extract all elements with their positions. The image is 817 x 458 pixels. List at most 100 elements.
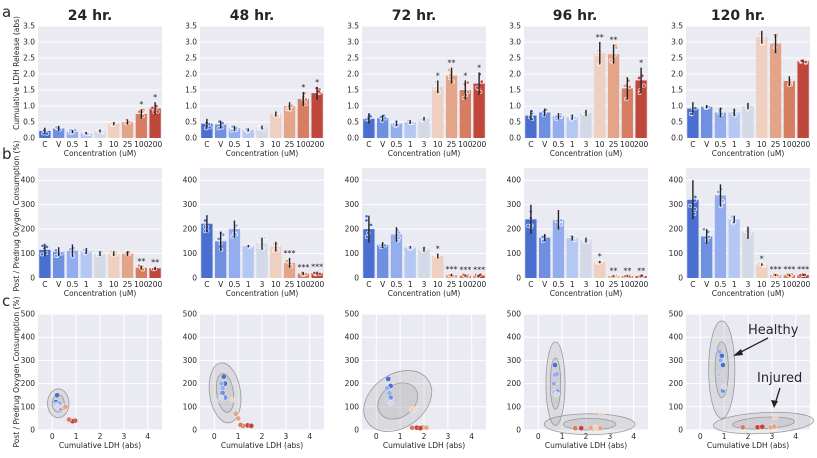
data-point: [54, 403, 61, 410]
data-point: [688, 203, 693, 208]
significance-marker: **: [610, 36, 618, 45]
x-tick-label: 3: [98, 280, 103, 289]
data-point: [230, 234, 235, 239]
x-tick-label: C: [690, 280, 695, 289]
data-point: [608, 58, 613, 63]
y-tick-label: 400: [345, 333, 360, 342]
significance-marker: *: [598, 252, 602, 261]
x-tick-label: 3: [121, 432, 126, 441]
significance-marker: ***: [473, 266, 485, 275]
confidence-ellipse: [714, 341, 729, 398]
y-tick-label: 100: [669, 402, 684, 411]
y-tick-label: 400: [21, 333, 36, 342]
x-tick-label: 2: [746, 432, 751, 441]
x-tick-label: 1: [74, 432, 79, 441]
y-tick-label: 100: [21, 402, 36, 411]
data-point: [540, 234, 545, 239]
data-point: [62, 403, 69, 410]
significance-marker: ***: [311, 263, 323, 272]
bar: [121, 122, 134, 138]
x-tick-label: 3: [746, 140, 751, 149]
x-tick-label: 0: [374, 432, 379, 441]
data-point: [757, 261, 762, 266]
data-point: [479, 79, 484, 84]
x-tick-label: 1: [560, 432, 565, 441]
y-tick-label: 3.5: [347, 22, 359, 31]
bar: [242, 246, 254, 278]
x-tick-label: 1: [236, 432, 241, 441]
x-tick-label: 2: [584, 432, 589, 441]
data-point: [219, 390, 226, 396]
bar: [363, 229, 375, 278]
y-tick-label: 2.5: [347, 54, 359, 63]
y-tick-label: 0.5: [23, 118, 35, 127]
data-point: [53, 248, 58, 253]
data-point: [386, 390, 393, 396]
y-tick-label: 0.0: [671, 134, 683, 143]
y-tick-label: 2.5: [671, 54, 683, 63]
y-tick-label: 400: [669, 176, 684, 185]
data-point: [229, 397, 235, 403]
x-tick-label: 1: [246, 280, 251, 289]
y-tick-label: 200: [669, 225, 684, 234]
bar: [256, 127, 268, 138]
bar: [121, 253, 134, 278]
bar: [135, 267, 147, 278]
x-tick-label: 25: [123, 140, 133, 149]
y-tick-label: 1.5: [23, 86, 35, 95]
bar: [215, 124, 227, 138]
x-tick-label: 10: [595, 280, 605, 289]
x-tick-label: 1: [84, 280, 89, 289]
bar: [742, 232, 754, 278]
significance-marker: *: [436, 71, 440, 80]
data-point: [364, 218, 369, 223]
x-tick-label: 100: [134, 140, 149, 149]
data-point: [771, 423, 778, 430]
bar: [701, 236, 713, 278]
bar: [283, 262, 296, 278]
y-tick-label: 1.5: [347, 86, 359, 95]
bar: [242, 130, 254, 138]
x-axis-label: Concentration (uM): [550, 289, 623, 298]
y-tick-label: 300: [345, 356, 360, 365]
x-axis-label: Concentration (uM): [712, 289, 785, 298]
y-tick-label: 1.0: [185, 102, 197, 111]
x-tick-label: 0.5: [552, 140, 564, 149]
bar: [552, 219, 565, 278]
data-point: [586, 238, 591, 243]
y-tick-label: 400: [507, 176, 522, 185]
data-point: [693, 106, 698, 111]
x-tick-label: C: [204, 280, 209, 289]
data-point: [216, 126, 221, 131]
ylabel-row-b: Post / Predrug Oxygen Consumption (%): [12, 140, 21, 291]
y-tick-label: 2.5: [185, 54, 197, 63]
data-point: [419, 117, 424, 122]
x-tick-label: V: [380, 280, 386, 289]
y-tick-label: 0: [678, 274, 683, 283]
x-axis-label: Cumulative LDH (abs): [545, 441, 627, 450]
x-tick-label: 200: [148, 140, 163, 149]
y-tick-label: 3.5: [185, 22, 197, 31]
y-tick-label: 0.5: [509, 118, 521, 127]
x-tick-label: 3: [445, 432, 450, 441]
y-tick-label: 2.0: [671, 70, 683, 79]
x-tick-label: 25: [771, 140, 781, 149]
annotation-healthy: Healthy: [748, 323, 799, 338]
data-point: [572, 425, 579, 431]
data-point: [637, 75, 642, 80]
y-tick-label: 400: [669, 333, 684, 342]
panel-c-3: 0 100 200 300 400 500 0 1 2 3 4 Cumulative LDH (abs…: [507, 310, 648, 450]
data-point: [716, 189, 721, 194]
x-tick-label: 0.5: [228, 140, 240, 149]
x-tick-label: C: [366, 280, 371, 289]
y-tick-label: 0: [354, 426, 359, 435]
y-tick-label: 100: [345, 249, 360, 258]
bar: [687, 108, 699, 138]
y-tick-label: 200: [507, 225, 522, 234]
data-point: [594, 52, 599, 57]
x-tick-label: 25: [609, 140, 619, 149]
bar: [539, 112, 551, 138]
y-tick-label: 0.5: [347, 118, 359, 127]
data-point: [558, 114, 563, 119]
